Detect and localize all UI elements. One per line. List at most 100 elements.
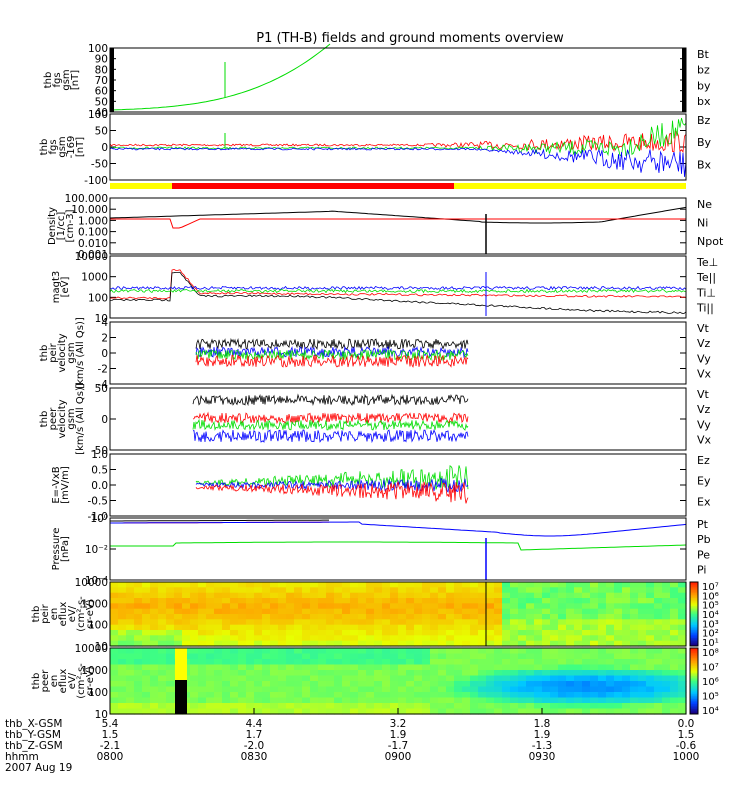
spec-cell bbox=[518, 670, 527, 677]
spec-cell bbox=[326, 619, 335, 626]
spec-cell bbox=[358, 614, 367, 620]
spec-cell bbox=[406, 664, 415, 671]
spec-cell bbox=[158, 708, 167, 715]
spec-cell bbox=[334, 624, 343, 631]
spec-cell bbox=[662, 614, 671, 620]
spec-cell bbox=[614, 598, 623, 604]
ylabel-line: [nT] bbox=[70, 70, 81, 90]
spec-cell bbox=[366, 675, 375, 682]
spec-cell bbox=[486, 592, 495, 599]
spec-cell bbox=[206, 603, 215, 610]
spec-cell bbox=[278, 624, 287, 631]
mode-bar bbox=[110, 183, 686, 189]
spec-cell bbox=[670, 603, 679, 610]
spec-cell bbox=[230, 708, 239, 715]
spec-cell bbox=[574, 640, 583, 647]
spec-cell bbox=[110, 582, 119, 588]
spec-cell bbox=[526, 598, 535, 604]
spec-cell bbox=[198, 592, 207, 599]
spec-cell bbox=[430, 582, 439, 588]
spec-cell bbox=[574, 692, 583, 699]
spec-cell bbox=[494, 592, 503, 599]
spec-cell bbox=[222, 603, 231, 610]
spec-cell bbox=[454, 681, 463, 688]
spec-cell bbox=[326, 708, 335, 715]
spec-cell bbox=[534, 692, 543, 699]
spec-cell bbox=[166, 640, 175, 647]
spec-cell bbox=[214, 608, 223, 615]
spec-cell bbox=[262, 598, 271, 604]
ylabel-line: thb bbox=[39, 411, 50, 428]
spec-cell bbox=[334, 670, 343, 677]
colorbar-cell bbox=[690, 649, 698, 652]
spec-cell bbox=[318, 592, 327, 599]
spec-cell bbox=[598, 670, 607, 677]
spec-cell bbox=[678, 675, 687, 682]
spec-cell bbox=[390, 686, 399, 693]
spec-cell bbox=[150, 703, 159, 710]
spec-cell bbox=[142, 681, 151, 688]
legend-Ne: Ne bbox=[697, 198, 712, 211]
spec-cell bbox=[422, 640, 431, 647]
spec-cell bbox=[614, 703, 623, 710]
spec-cell bbox=[182, 640, 191, 647]
spec-cell bbox=[470, 640, 479, 647]
spec-cell bbox=[198, 587, 207, 594]
colorbar-cell bbox=[690, 687, 698, 690]
spec-cell bbox=[310, 624, 319, 631]
spec-cell bbox=[590, 686, 599, 693]
spec-cell bbox=[646, 592, 655, 599]
spec-cell bbox=[462, 659, 471, 666]
spec-cell bbox=[118, 675, 127, 682]
spec-cell bbox=[398, 670, 407, 677]
spec-cell bbox=[318, 675, 327, 682]
spec-cell bbox=[118, 624, 127, 631]
spec-cell bbox=[534, 697, 543, 704]
spec-cell bbox=[366, 587, 375, 594]
spec-cell bbox=[350, 640, 359, 647]
spec-cell bbox=[294, 697, 303, 704]
spec-cell bbox=[462, 697, 471, 704]
spec-cell bbox=[678, 630, 687, 636]
spec-cell bbox=[214, 614, 223, 620]
spec-cell bbox=[246, 635, 255, 642]
spec-cell bbox=[422, 692, 431, 699]
spec-cell bbox=[182, 582, 191, 588]
spec-cell bbox=[486, 608, 495, 615]
spec-cell bbox=[286, 664, 295, 671]
spec-cell bbox=[646, 681, 655, 688]
colorbar-cell bbox=[690, 676, 698, 679]
spec-cell bbox=[614, 648, 623, 655]
spec-cell bbox=[534, 587, 543, 594]
spec-cell bbox=[462, 614, 471, 620]
spec-cell bbox=[670, 675, 679, 682]
spec-cell bbox=[646, 582, 655, 588]
ylabel-line: sr-eV) bbox=[85, 666, 96, 695]
spec-cell bbox=[134, 592, 143, 599]
spec-cell bbox=[126, 697, 135, 704]
spec-cell bbox=[150, 603, 159, 610]
spec-cell bbox=[134, 608, 143, 615]
spec-cell bbox=[598, 692, 607, 699]
spec-cell bbox=[366, 681, 375, 688]
spec-cell bbox=[470, 670, 479, 677]
spec-cell bbox=[542, 648, 551, 655]
spec-cell bbox=[166, 608, 175, 615]
spec-cell bbox=[614, 670, 623, 677]
spec-cell bbox=[214, 675, 223, 682]
spec-cell bbox=[430, 697, 439, 704]
spec-cell bbox=[446, 670, 455, 677]
spec-cell bbox=[294, 703, 303, 710]
spec-cell bbox=[534, 630, 543, 636]
spec-cell bbox=[350, 598, 359, 604]
spec-cell bbox=[246, 614, 255, 620]
colorbar-cell bbox=[690, 700, 698, 703]
ylabel-line: peir bbox=[48, 342, 59, 362]
spec-cell bbox=[462, 686, 471, 693]
spec-cell bbox=[230, 630, 239, 636]
spec-cell bbox=[454, 697, 463, 704]
spec-cell bbox=[134, 681, 143, 688]
ytick-label: 10⁻⁴ bbox=[85, 575, 108, 587]
